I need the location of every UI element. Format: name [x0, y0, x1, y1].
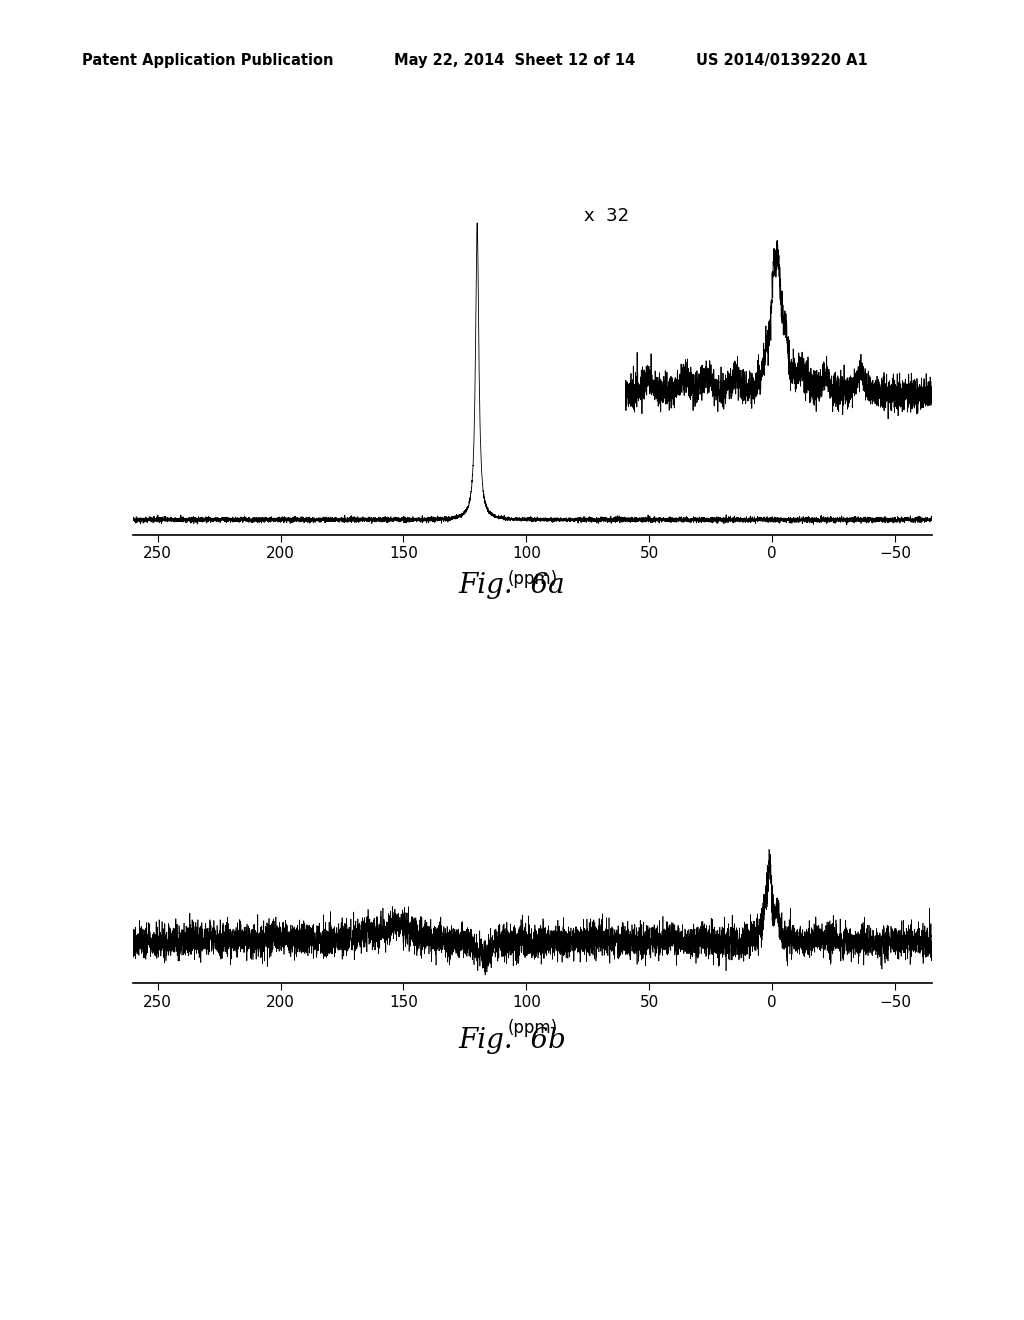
- Text: May 22, 2014  Sheet 12 of 14: May 22, 2014 Sheet 12 of 14: [394, 53, 636, 67]
- X-axis label: (ppm): (ppm): [508, 1019, 557, 1036]
- Text: Patent Application Publication: Patent Application Publication: [82, 53, 334, 67]
- Text: x  32: x 32: [584, 207, 629, 224]
- Text: US 2014/0139220 A1: US 2014/0139220 A1: [696, 53, 868, 67]
- Text: Fig.  6b: Fig. 6b: [458, 1027, 566, 1053]
- X-axis label: (ppm): (ppm): [508, 570, 557, 587]
- Text: Fig.  6a: Fig. 6a: [459, 572, 565, 598]
